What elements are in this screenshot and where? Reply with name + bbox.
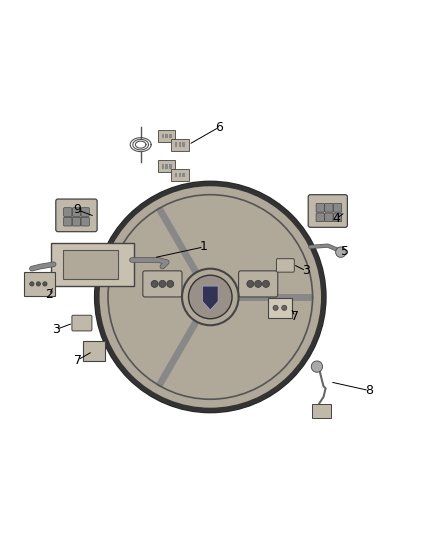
FancyBboxPatch shape (158, 160, 176, 173)
FancyBboxPatch shape (171, 139, 188, 151)
Text: 7: 7 (291, 310, 299, 323)
FancyBboxPatch shape (333, 213, 342, 222)
FancyBboxPatch shape (72, 315, 92, 331)
Circle shape (188, 275, 232, 319)
Bar (175, 173, 177, 177)
FancyBboxPatch shape (56, 199, 97, 232)
Bar (175, 142, 177, 147)
Bar (162, 134, 164, 138)
FancyBboxPatch shape (316, 213, 324, 222)
Bar (166, 164, 168, 168)
FancyBboxPatch shape (81, 208, 89, 216)
Circle shape (97, 184, 323, 410)
Text: 4: 4 (332, 212, 340, 225)
Bar (170, 164, 172, 168)
Circle shape (254, 280, 261, 287)
FancyBboxPatch shape (63, 250, 118, 279)
FancyBboxPatch shape (308, 195, 347, 228)
Text: 6: 6 (215, 121, 223, 134)
Circle shape (43, 282, 47, 286)
Circle shape (247, 280, 254, 287)
FancyBboxPatch shape (325, 204, 333, 212)
FancyBboxPatch shape (325, 213, 333, 222)
FancyBboxPatch shape (24, 272, 55, 296)
Circle shape (95, 182, 325, 413)
FancyBboxPatch shape (72, 208, 81, 216)
FancyBboxPatch shape (312, 403, 331, 417)
Circle shape (282, 305, 287, 310)
Bar (183, 173, 185, 177)
Circle shape (273, 305, 278, 310)
Bar (162, 164, 164, 168)
FancyBboxPatch shape (81, 217, 89, 226)
Text: 8: 8 (365, 384, 373, 397)
Bar (170, 134, 172, 138)
Circle shape (159, 280, 166, 287)
FancyBboxPatch shape (158, 130, 176, 142)
FancyBboxPatch shape (239, 271, 278, 297)
Circle shape (151, 280, 158, 287)
Circle shape (262, 280, 269, 287)
Circle shape (30, 282, 34, 286)
Text: 3: 3 (52, 323, 60, 336)
FancyBboxPatch shape (143, 271, 182, 297)
Circle shape (36, 282, 41, 286)
Polygon shape (202, 286, 218, 310)
Text: 2: 2 (45, 288, 53, 301)
Text: 3: 3 (302, 264, 310, 277)
FancyBboxPatch shape (51, 243, 134, 286)
FancyBboxPatch shape (64, 217, 72, 226)
Circle shape (336, 247, 346, 257)
FancyBboxPatch shape (333, 204, 342, 212)
Bar (179, 173, 181, 177)
Text: 1: 1 (200, 240, 208, 253)
FancyBboxPatch shape (171, 169, 188, 181)
FancyBboxPatch shape (268, 298, 292, 318)
FancyBboxPatch shape (83, 341, 105, 361)
Circle shape (311, 361, 322, 372)
Bar (179, 142, 181, 147)
Text: 9: 9 (74, 204, 81, 216)
FancyBboxPatch shape (64, 208, 72, 216)
Bar (183, 142, 185, 147)
Text: 7: 7 (74, 353, 81, 367)
FancyBboxPatch shape (72, 217, 81, 226)
FancyBboxPatch shape (276, 259, 294, 272)
Text: 5: 5 (341, 245, 349, 258)
Circle shape (167, 280, 174, 287)
Bar (166, 134, 168, 138)
Circle shape (182, 269, 239, 325)
FancyBboxPatch shape (316, 204, 324, 212)
